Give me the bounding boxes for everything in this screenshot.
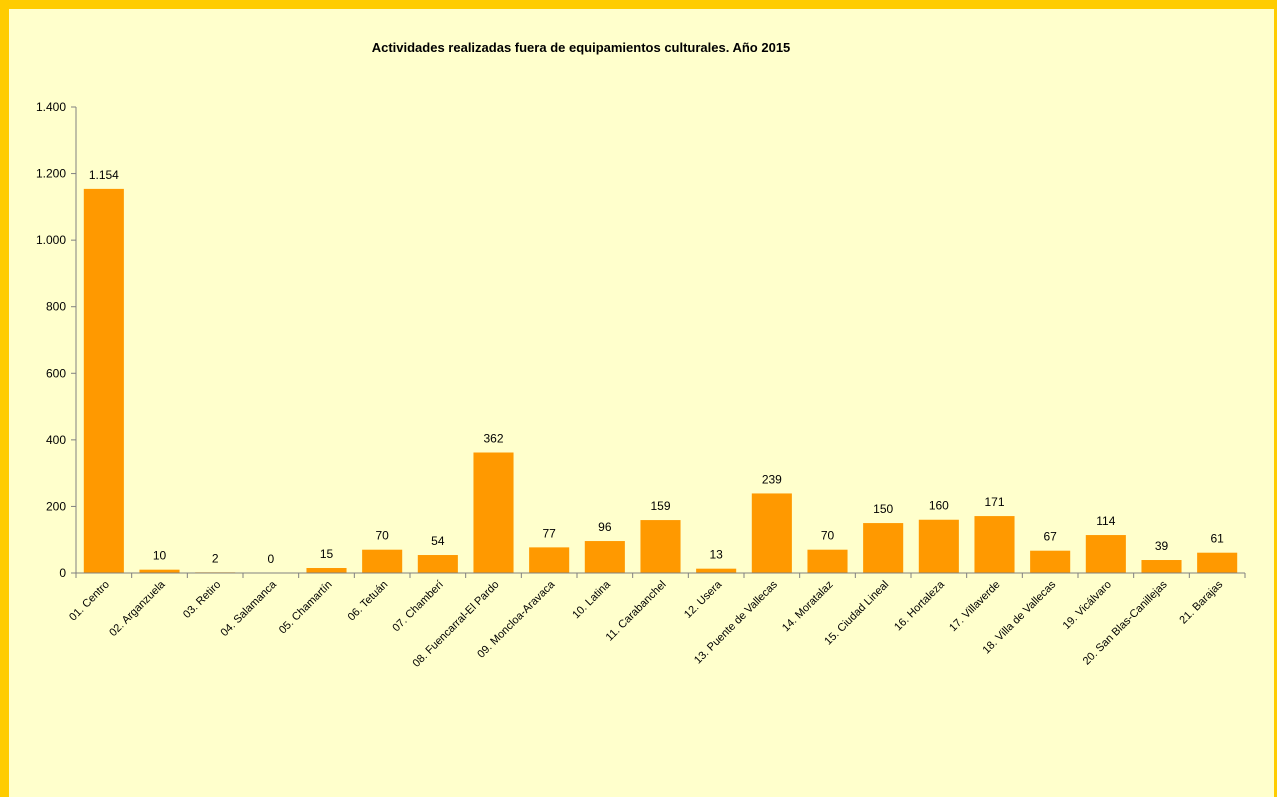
x-tick-label: 21. Barajas	[1177, 578, 1225, 626]
bar	[1197, 552, 1238, 573]
chart-title: Actividades realizadas fuera de equipami…	[372, 40, 791, 55]
data-label: 70	[375, 529, 389, 543]
bar	[1141, 560, 1182, 573]
data-label: 1.154	[89, 168, 119, 182]
data-label: 114	[1096, 514, 1115, 528]
bar	[417, 555, 458, 573]
data-label: 39	[1155, 539, 1169, 553]
data-label: 70	[821, 529, 835, 543]
data-label: 159	[650, 499, 670, 513]
y-tick-label: 200	[46, 499, 66, 513]
x-tick-label: 19. Vicálvaro	[1061, 579, 1114, 632]
x-tick-label: 06. Tetuán	[346, 579, 391, 624]
data-label: 150	[873, 502, 893, 516]
data-labels: 1.154 10 2 0 15 70 54 362 77 96 159 13 239 70 150 160 17…	[89, 168, 1224, 566]
bar	[362, 549, 403, 573]
y-tick-label: 800	[46, 300, 66, 314]
x-tick-label: 07. Chamberí	[390, 579, 446, 635]
x-tick-label: 02. Arganzuela	[107, 578, 168, 639]
y-tick-label: 0	[59, 566, 66, 580]
data-label: 171	[984, 495, 1004, 509]
bar	[751, 493, 792, 573]
x-tick-label: 12. Usera	[682, 578, 725, 621]
data-label: 0	[267, 552, 274, 566]
bar	[863, 523, 904, 573]
bar	[974, 516, 1015, 573]
bars	[83, 188, 1238, 573]
bar	[1085, 535, 1126, 573]
data-label: 96	[598, 520, 612, 534]
data-label: 54	[431, 534, 445, 548]
bar-chart: Actividades realizadas fuera de equipami…	[36, 40, 1246, 670]
x-tick-label: 14. Moratalaz	[780, 579, 836, 635]
x-tick-label: 10. Latina	[570, 578, 613, 621]
x-tick-label: 01. Centro	[67, 579, 112, 624]
bar	[306, 568, 347, 573]
bar	[139, 569, 180, 573]
x-tick-label: 03. Retiro	[181, 579, 223, 621]
data-label: 160	[929, 499, 949, 513]
data-label: 61	[1210, 532, 1224, 546]
x-tick-label: 16. Hortaleza	[892, 578, 947, 633]
x-tick-label: 11. Carabanchel	[604, 579, 669, 644]
data-label: 13	[709, 548, 723, 562]
x-tick-label: 04. Salamanca	[219, 578, 280, 639]
bar	[696, 568, 737, 573]
data-label: 15	[320, 547, 334, 561]
y-tick-label: 1.000	[36, 233, 66, 247]
data-label: 67	[1043, 530, 1057, 544]
data-label: 10	[153, 549, 167, 563]
bar	[529, 547, 570, 573]
bar	[918, 519, 959, 573]
data-label: 77	[542, 526, 556, 540]
x-tick-label: 05. Chamartín	[277, 579, 335, 637]
data-label: 239	[762, 472, 782, 486]
y-axis: 0 200 400 600 800 1.000 1.200 1.400	[36, 100, 77, 580]
y-tick-label: 600	[46, 366, 66, 380]
y-tick-label: 400	[46, 433, 66, 447]
bar	[807, 549, 848, 573]
bar	[640, 520, 681, 573]
data-label: 2	[212, 551, 219, 565]
bar	[473, 452, 514, 573]
x-tick-label: 17. Villaverde	[947, 579, 1002, 634]
bar	[1030, 550, 1071, 573]
data-label: 362	[483, 432, 503, 446]
y-tick-label: 1.400	[36, 100, 66, 114]
bar	[83, 188, 124, 573]
y-tick-label: 1.200	[36, 167, 66, 181]
bar	[584, 541, 625, 573]
